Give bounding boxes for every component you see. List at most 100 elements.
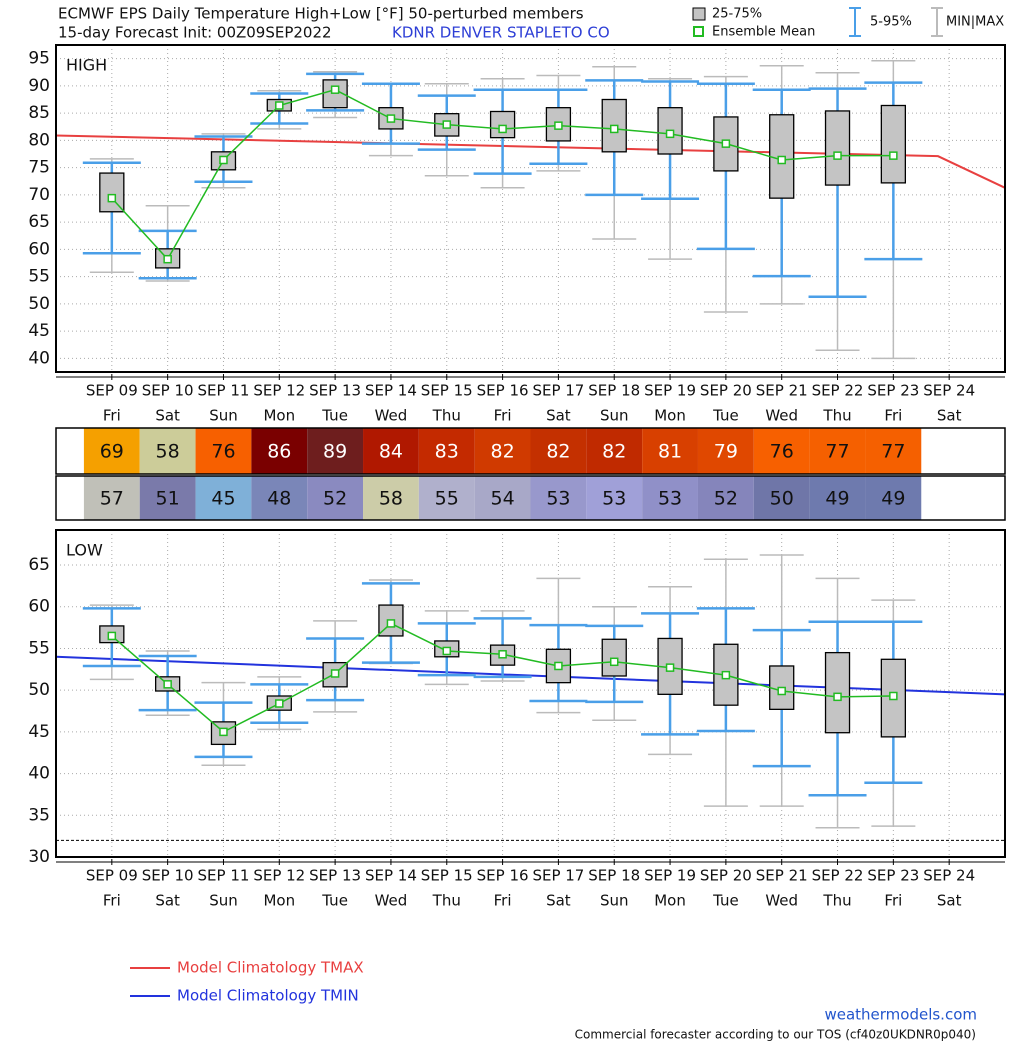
- mean-point: [275, 101, 284, 110]
- x-tick-label: Thu: [822, 407, 851, 425]
- table-value: 82: [546, 441, 570, 463]
- x-tick-label: SEP 22: [812, 867, 864, 885]
- legend-mean: Ensemble Mean: [712, 25, 815, 40]
- x-tick-label: SEP 23: [867, 382, 919, 400]
- plot-frame: [55, 44, 1006, 373]
- mean-point: [386, 619, 396, 628]
- table-value: 81: [658, 441, 682, 463]
- table-cell: [195, 476, 252, 520]
- table-value: 86: [267, 441, 291, 463]
- x-tick-label: SEP 09: [86, 382, 138, 400]
- table-value: 69: [100, 441, 124, 463]
- x-tick-label: Tue: [321, 407, 348, 425]
- table-cell: [251, 428, 308, 474]
- mean-point: [554, 661, 563, 671]
- x-tick-label: Fri: [494, 892, 512, 910]
- table-value: 79: [714, 441, 738, 463]
- x-tick-label: SEP 21: [756, 382, 808, 400]
- x-tick-label: Mon: [654, 407, 686, 425]
- x-tick-label: Sat: [546, 407, 571, 425]
- table-value: 89: [323, 441, 347, 463]
- iqr-box: [713, 116, 739, 172]
- panel-label: HIGH: [66, 56, 107, 75]
- table-cell: [697, 476, 754, 520]
- x-tick-label: SEP 19: [644, 382, 696, 400]
- table-cell: [251, 476, 308, 520]
- x-tick-label: SEP 17: [532, 867, 584, 885]
- station: KDNR DENVER STAPLETO CO: [392, 24, 610, 42]
- table-value: 84: [379, 441, 403, 463]
- x-tick-label: SEP 23: [867, 867, 919, 885]
- x-tick-label: Thu: [432, 407, 461, 425]
- x-tick-label: Sun: [600, 407, 629, 425]
- plot-area: [56, 45, 1005, 372]
- footer-note: Commercial forecaster according to our T…: [575, 1028, 976, 1042]
- plot-frame: [55, 529, 1006, 858]
- x-tick-label: Thu: [822, 892, 851, 910]
- y-tick-label: 45: [28, 722, 50, 742]
- x-tick-label: Fri: [884, 892, 902, 910]
- legend-minmax: MIN|MAX: [946, 15, 1004, 30]
- legend-box: 25-75%: [712, 7, 762, 22]
- x-tick-label: SEP 09: [86, 867, 138, 885]
- x-tick-label: SEP 21: [756, 867, 808, 885]
- table-cell: [586, 428, 643, 474]
- table-value: 51: [156, 488, 180, 510]
- x-tick-label: SEP 14: [365, 867, 417, 885]
- mean-point: [777, 155, 786, 165]
- y-tick-label: 40: [28, 764, 50, 784]
- mean-point: [833, 692, 842, 702]
- mean-point: [330, 669, 340, 678]
- x-tick-label: SEP 13: [309, 382, 361, 400]
- y-tick-label: 95: [28, 49, 50, 69]
- y-tick-label: 30: [28, 847, 50, 867]
- x-tick-label: SEP 10: [142, 867, 194, 885]
- table-cell: [363, 428, 419, 474]
- mean-point: [163, 680, 172, 689]
- mean-point: [889, 691, 898, 701]
- table-row-frame: [55, 475, 1006, 521]
- y-tick-label: 75: [28, 158, 50, 178]
- table-value: 53: [602, 488, 626, 510]
- table-value: 49: [825, 488, 849, 510]
- y-tick-label: 90: [28, 76, 50, 96]
- mean-point: [163, 254, 172, 264]
- mean-point: [107, 631, 117, 641]
- table-cell: [474, 428, 531, 474]
- table-value: 83: [435, 441, 459, 463]
- legend-minmax-icon: [931, 7, 943, 37]
- mean-point: [107, 193, 117, 203]
- x-tick-label: SEP 10: [142, 382, 194, 400]
- x-tick-label: Wed: [375, 407, 408, 425]
- table-value: 82: [490, 441, 514, 463]
- mean-point: [386, 114, 396, 123]
- table-cell: [642, 428, 698, 474]
- panel-label: LOW: [66, 541, 103, 560]
- footer-site: weathermodels.com: [824, 1006, 977, 1024]
- y-tick-label: 60: [28, 239, 50, 259]
- table-cell: [418, 476, 475, 520]
- table-cell: [474, 476, 531, 520]
- table-cell: [865, 428, 922, 474]
- y-tick-label: 65: [28, 555, 50, 575]
- table-cell: [307, 476, 364, 520]
- y-tick-label: 40: [28, 348, 50, 368]
- x-tick-label: SEP 13: [309, 867, 361, 885]
- table-cell: [139, 428, 196, 474]
- table-value: 55: [435, 488, 459, 510]
- x-tick-label: SEP 19: [644, 867, 696, 885]
- y-tick-label: 60: [28, 597, 50, 617]
- climatology-line: [55, 134, 1006, 189]
- x-tick-label: Sat: [937, 407, 962, 425]
- table-value: 45: [211, 488, 235, 510]
- legend-tmin: Model Climatology TMIN: [177, 987, 359, 1005]
- mean-point: [721, 139, 731, 148]
- x-tick-label: Sun: [600, 892, 629, 910]
- legend-box-icon: [692, 7, 706, 21]
- y-tick-label: 55: [28, 267, 50, 287]
- table-value: 49: [881, 488, 905, 510]
- mean-point: [721, 670, 731, 680]
- iqr-box: [824, 110, 851, 186]
- x-tick-label: Mon: [263, 407, 295, 425]
